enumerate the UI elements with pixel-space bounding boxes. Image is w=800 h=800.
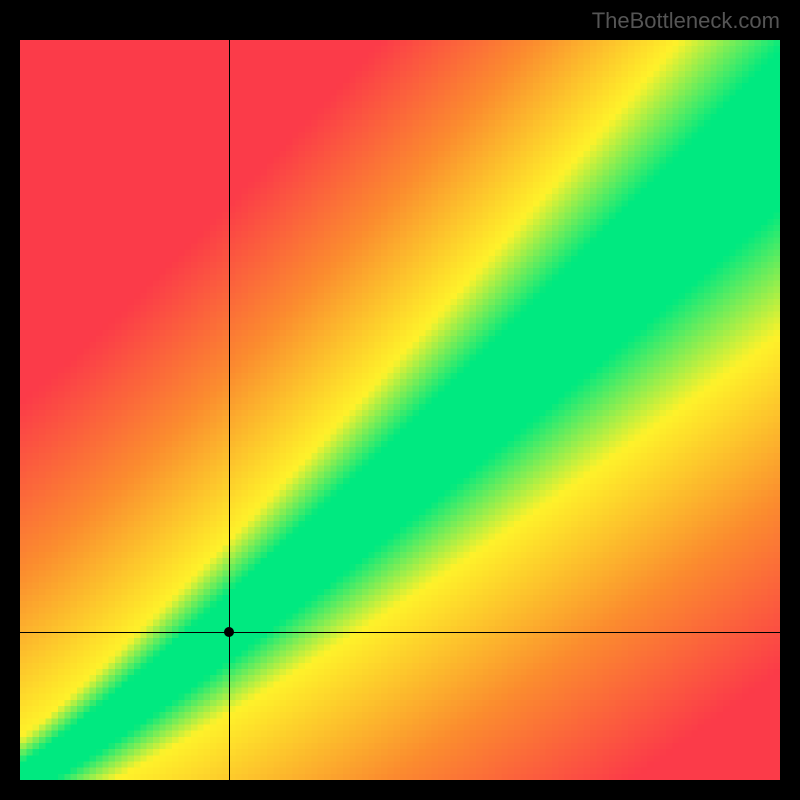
bottleneck-heatmap (20, 40, 780, 780)
watermark-text: TheBottleneck.com (592, 8, 780, 34)
crosshair-horizontal (20, 632, 780, 633)
crosshair-vertical (229, 40, 230, 780)
crosshair-marker (224, 627, 234, 637)
plot-area (20, 40, 780, 780)
